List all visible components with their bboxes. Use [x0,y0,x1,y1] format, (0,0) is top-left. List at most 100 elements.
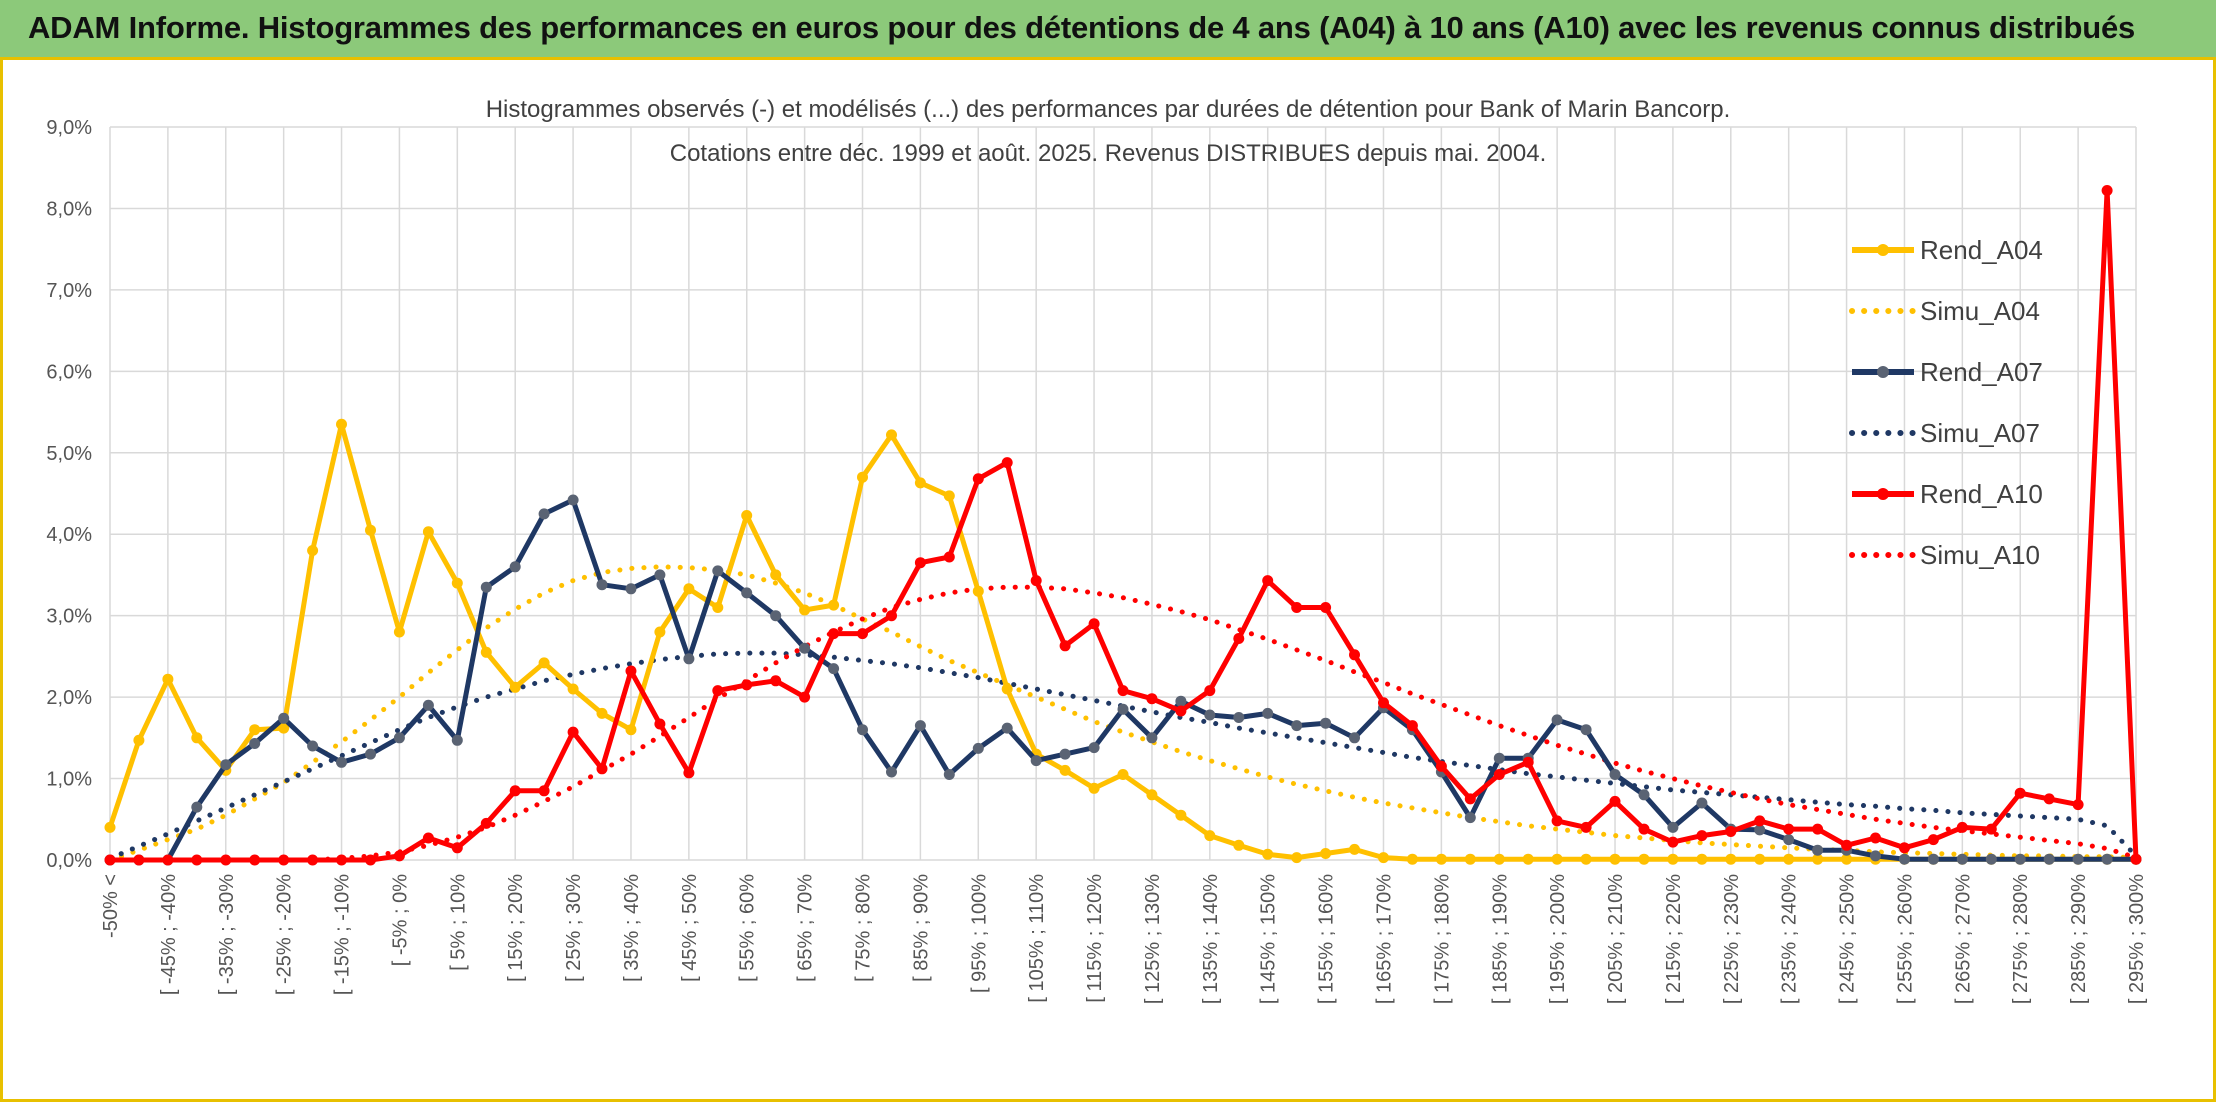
data-point [828,663,840,675]
data-point [1870,850,1881,862]
x-tick-label: [ 105% ; 110% [1026,874,1048,1003]
series-rend-a07 [104,494,2142,866]
data-point [1899,842,1910,854]
series-lines [104,185,2142,866]
x-tick-label: [ 245% ; 250% [1837,874,1859,1004]
x-tick-label: [ 275% ; 280% [2010,874,2032,1004]
data-point [162,673,174,685]
series-rend-a04 [104,418,2142,865]
data-point [1985,823,1997,835]
x-tick-label: [ 215% ; 220% [1663,874,1685,1004]
data-point [1956,821,1968,833]
x-tick-label: [ 155% ; 160% [1316,874,1338,1004]
x-tick-label: [ 125% ; 130% [1142,874,1164,1004]
data-point [480,581,492,593]
data-point [596,579,608,591]
x-tick-label: [ 165% ; 170% [1373,874,1395,1004]
data-point [1696,797,1708,809]
data-point [2072,799,2084,811]
data-point [307,854,319,866]
data-point [799,691,811,703]
data-point [191,854,203,866]
data-point [509,681,521,693]
data-point [1551,714,1563,726]
data-point [914,720,926,732]
data-point [1146,732,1158,744]
data-point [1291,602,1303,613]
data-point [799,642,811,654]
x-tick-label: [ 115% ; 120% [1084,874,1106,1003]
data-point [422,526,434,538]
data-point [336,756,347,768]
data-point [2072,853,2084,865]
data-point [393,732,405,744]
data-point [1233,712,1245,723]
data-point [972,473,984,485]
data-point [567,494,579,506]
data-point [1117,703,1129,715]
x-tick-label: [ 55% ; 60% [737,874,759,982]
data-point [422,832,434,844]
data-point [1378,697,1389,709]
data-point [712,602,724,613]
legend: Rend_A04 Simu_A04 Rend_A07 Simu_A07 Rend_A10… [1849,235,2043,570]
data-point [1233,633,1245,644]
x-tick-label: [ 225% ; 230% [1721,874,1743,1004]
report-title: ADAM Informe. Histogrammes des performan… [28,10,2136,45]
data-point [943,490,955,502]
legend-label: Rend_A07 [1920,357,2043,387]
data-point [1349,649,1360,661]
data-point [886,610,897,622]
chart-title: Histogrammes observés (-) et modélisés (… [486,96,1731,123]
data-point [365,854,376,866]
x-tick-label: [ -25% ; -20% [274,874,296,995]
data-point [1956,853,1968,865]
data-point [741,510,753,521]
series-simu-a07 [107,650,2139,861]
series-simu-a04 [107,564,2139,863]
data-point [1696,830,1708,842]
data-point [596,763,608,775]
data-point [770,569,782,581]
data-point [278,854,290,866]
data-point [1175,809,1187,821]
data-point [1754,824,1766,836]
data-point [1493,853,1505,865]
data-point [1754,853,1766,865]
data-point [1146,789,1158,801]
y-tick-label: 1,0% [46,769,92,791]
data-point [886,766,897,778]
data-point [1059,748,1071,760]
y-axis-tick-labels: 0,0% 1,0% 2,0% 3,0% 4,0% 5,0% 6,0% 7,0% 8,0% 9,0% [46,117,92,872]
data-point [1320,602,1332,613]
data-point [1725,853,1737,865]
legend-item-rend-a10: Rend_A10 [1852,479,2043,509]
data-point [1522,853,1534,865]
x-tick-label: [ 65% ; 70% [795,874,817,982]
x-tick-label: [ 195% ; 200% [1547,874,1569,1004]
y-tick-label: 5,0% [46,443,92,465]
x-tick-label: [ 205% ; 210% [1605,874,1627,1004]
data-point [451,842,463,854]
data-point [1320,717,1332,729]
data-point [1059,640,1071,652]
data-point [451,734,463,746]
data-point [972,742,984,754]
legend-label: Rend_A10 [1920,479,2043,509]
data-point [857,628,868,640]
data-point [1175,695,1187,707]
series-line [107,584,2139,863]
data-point [1609,853,1621,865]
data-point [712,685,724,697]
legend-marker [1877,244,1889,256]
legend-marker [1877,366,1889,378]
data-point [1754,815,1766,827]
data-point [538,657,550,669]
data-point [1233,839,1245,851]
data-point [249,738,261,749]
data-point [886,429,897,441]
data-point [943,551,955,563]
data-point [2014,787,2026,799]
y-tick-label: 9,0% [46,117,92,139]
data-point [1580,724,1592,736]
